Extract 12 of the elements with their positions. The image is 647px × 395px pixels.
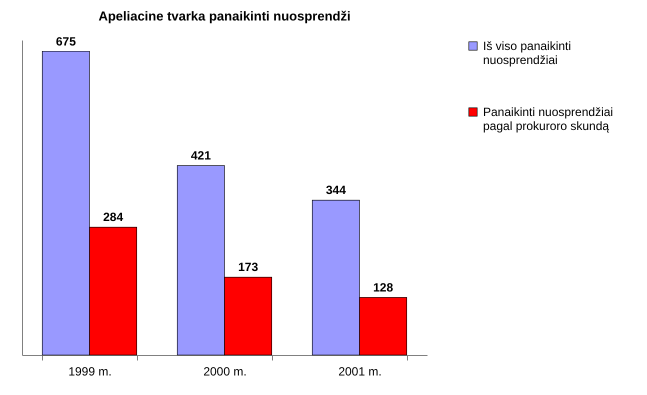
- x-tick-label: 2000 m.: [203, 364, 247, 378]
- data-label: 173: [238, 260, 258, 274]
- legend-label: Iš viso panaikinti nuosprendžiai: [483, 39, 572, 67]
- legend-label: Panaikinti nuosprendžiai pagal prokuroro skundą: [483, 105, 614, 133]
- data-label: 128: [373, 280, 394, 294]
- x-tick-label: 1999 m.: [68, 364, 112, 378]
- data-label: 421: [190, 148, 212, 163]
- data-label: 344: [326, 183, 346, 198]
- chart-title: Apeliacine tvarka panaikinti nuosprendži: [98, 8, 351, 24]
- data-label: 284: [103, 210, 124, 224]
- x-tick-label: 2001 m.: [338, 364, 382, 378]
- data-label: 675: [56, 34, 76, 48]
